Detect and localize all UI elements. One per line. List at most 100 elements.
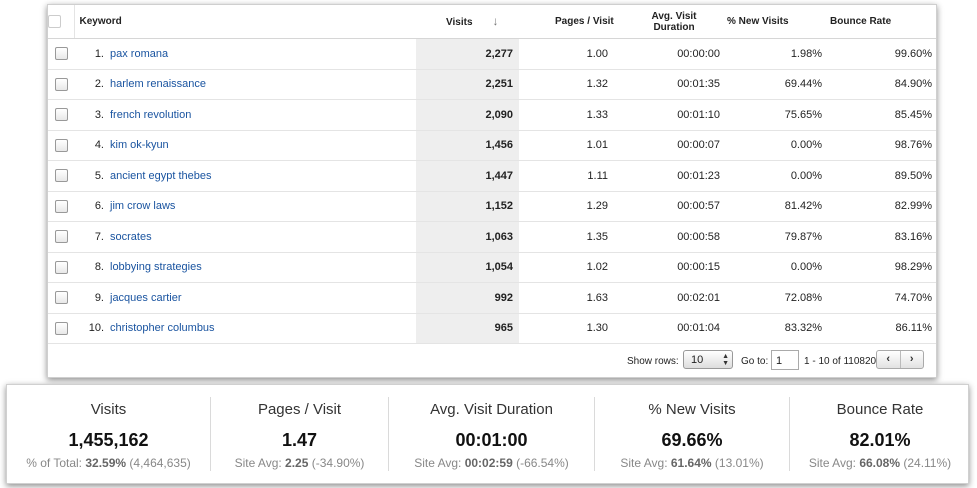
- new-visits-cell: 75.65%: [727, 99, 831, 131]
- pages-visit-cell: 1.00: [519, 38, 622, 70]
- metric-sub-prefix: Site Avg:: [414, 456, 465, 470]
- bounce-rate-column-header[interactable]: Bounce Rate: [830, 5, 937, 39]
- row-checkbox[interactable]: [54, 199, 68, 213]
- select-all-checkbox-cell[interactable]: [48, 5, 74, 39]
- bounce-rate-cell: 82.99%: [830, 191, 937, 222]
- row-checkbox[interactable]: [54, 291, 68, 305]
- metric-sub-bold: 00:02:59: [464, 456, 513, 470]
- metric-name: Pages / Visit: [257, 401, 342, 418]
- new-visits-column-header[interactable]: % New Visits: [727, 5, 831, 39]
- row-checkbox[interactable]: [54, 230, 68, 244]
- row-checkbox[interactable]: [54, 138, 68, 152]
- row-checkbox-cell[interactable]: [48, 160, 74, 192]
- row-checkbox-cell[interactable]: [48, 313, 74, 344]
- show-rows-select[interactable]: 10 ▲ ▼: [683, 350, 733, 369]
- metric-sub-suffix: (4,464,635): [126, 456, 191, 470]
- row-checkbox-cell[interactable]: [48, 38, 74, 70]
- row-checkbox[interactable]: [54, 321, 68, 335]
- next-page-button[interactable]: ›: [909, 353, 914, 365]
- keyword-link[interactable]: french revolution: [110, 108, 192, 121]
- keyword-link[interactable]: jim crow laws: [110, 200, 176, 213]
- table-row: 4. kim ok-kyun 1,456 1.01 00:00:07 0.00% 98.76…: [48, 130, 937, 161]
- avg-duration-cell: 00:02:01: [621, 282, 728, 314]
- row-checkbox[interactable]: [54, 169, 68, 183]
- row-checkbox[interactable]: [54, 47, 68, 61]
- goto-input[interactable]: 1: [771, 350, 799, 370]
- avg-duration-column-header[interactable]: Avg. Visit Duration: [621, 5, 728, 39]
- row-number: 8.: [74, 252, 110, 283]
- keyword-cell: jim crow laws: [110, 191, 417, 222]
- metric-value: 1,455,162: [68, 430, 149, 450]
- visits-cell: 1,447: [416, 160, 520, 192]
- bounce-rate-cell: 83.16%: [830, 221, 937, 253]
- row-number: 4.: [74, 130, 110, 161]
- prev-page-button[interactable]: ‹: [877, 351, 901, 368]
- visits-column-header[interactable]: Visits ↓: [416, 5, 520, 39]
- visits-cell: 992: [416, 282, 520, 314]
- metric-sub-suffix: (-66.54%): [512, 456, 569, 470]
- row-checkbox-cell[interactable]: [48, 252, 74, 283]
- table-header-row: Keyword Visits ↓ Pages / Visit Avg. Visit…: [48, 5, 937, 39]
- table-row: 1. pax romana 2,277 1.00 00:00:00 1.98% 99.60%: [48, 38, 937, 70]
- keyword-link[interactable]: kim ok-kyun: [110, 139, 169, 152]
- keyword-column-header[interactable]: Keyword: [73, 5, 417, 39]
- avg-duration-cell: 00:01:04: [621, 313, 728, 344]
- keyword-link[interactable]: christopher columbus: [110, 322, 215, 335]
- metric-sub-prefix: Site Avg:: [620, 456, 671, 470]
- visits-cell: 1,152: [416, 191, 520, 222]
- pages-visit-cell: 1.02: [519, 252, 622, 283]
- avg-duration-cell: 00:01:35: [621, 69, 728, 100]
- metric-value: 69.66%: [661, 430, 723, 450]
- metric-pages-visit: Pages / Visit 1.47 Site Avg: 2.25 (-34.9…: [211, 397, 389, 471]
- keyword-cell: lobbying strategies: [110, 252, 417, 283]
- metric-avg-visit-duration: Avg. Visit Duration 00:01:00 Site Avg: 0…: [389, 397, 595, 471]
- row-checkbox[interactable]: [54, 108, 68, 122]
- metric-sub: Site Avg: 66.08% (24.11%): [790, 456, 970, 470]
- keyword-link[interactable]: jacques cartier: [110, 291, 182, 304]
- keyword-cell: christopher columbus: [110, 313, 417, 344]
- avg-duration-cell: 00:00:15: [621, 252, 728, 283]
- table-row: 2. harlem renaissance 2,251 1.32 00:01:35 69.…: [48, 69, 937, 100]
- keyword-link[interactable]: harlem renaissance: [110, 78, 206, 91]
- metric-sub-bold: 2.25: [285, 456, 309, 470]
- pages-visit-cell: 1.11: [519, 160, 622, 192]
- table-row: 3. french revolution 2,090 1.33 00:01:10 75.6…: [48, 99, 937, 131]
- bounce-rate-cell: 98.76%: [830, 130, 937, 161]
- row-checkbox[interactable]: [54, 260, 68, 274]
- row-checkbox-cell[interactable]: [48, 191, 74, 222]
- keyword-link[interactable]: lobbying strategies: [110, 261, 202, 274]
- metric-sub: Site Avg: 2.25 (-34.90%): [211, 456, 388, 470]
- metric-bounce-rate: Bounce Rate 82.01% Site Avg: 66.08% (24.…: [790, 397, 970, 471]
- visits-cell: 1,456: [416, 130, 520, 161]
- pages-visit-column-header[interactable]: Pages / Visit: [519, 5, 622, 39]
- new-visits-cell: 79.87%: [727, 221, 831, 253]
- select-spinner-icon: ▲ ▼: [722, 353, 729, 367]
- table-row: 9. jacques cartier 992 1.63 00:02:01 72.08% 74…: [48, 282, 937, 314]
- row-checkbox-cell[interactable]: [48, 282, 74, 314]
- keyword-link[interactable]: ancient egypt thebes: [110, 169, 212, 182]
- new-visits-cell: 83.32%: [727, 313, 831, 344]
- pages-visit-cell: 1.01: [519, 130, 622, 161]
- table-row: 10. christopher columbus 965 1.30 00:01:04 83…: [48, 313, 937, 344]
- visits-cell: 1,063: [416, 221, 520, 253]
- keyword-link[interactable]: socrates: [110, 230, 152, 243]
- select-all-checkbox[interactable]: [48, 15, 61, 28]
- row-checkbox-cell[interactable]: [48, 130, 74, 161]
- visits-header-label: Visits: [446, 16, 473, 28]
- row-number: 3.: [74, 99, 110, 131]
- metric-sub-bold: 66.08%: [859, 456, 901, 470]
- keyword-cell: kim ok-kyun: [110, 130, 417, 161]
- keyword-link[interactable]: pax romana: [110, 47, 169, 60]
- table-row: 7. socrates 1,063 1.35 00:00:58 79.87% 83.16%: [48, 221, 937, 253]
- metric-sub: Site Avg: 00:02:59 (-66.54%): [389, 456, 594, 470]
- table-row: 6. jim crow laws 1,152 1.29 00:00:57 81.42% 82…: [48, 191, 937, 222]
- row-checkbox-cell[interactable]: [48, 69, 74, 100]
- row-checkbox[interactable]: [54, 77, 68, 91]
- visits-cell: 1,054: [416, 252, 520, 283]
- pages-visit-cell: 1.30: [519, 313, 622, 344]
- metric-sub: Site Avg: 61.64% (13.01%): [595, 456, 789, 470]
- keyword-cell: ancient egypt thebes: [110, 160, 417, 192]
- row-checkbox-cell[interactable]: [48, 221, 74, 253]
- row-checkbox-cell[interactable]: [48, 99, 74, 131]
- keyword-cell: jacques cartier: [110, 282, 417, 314]
